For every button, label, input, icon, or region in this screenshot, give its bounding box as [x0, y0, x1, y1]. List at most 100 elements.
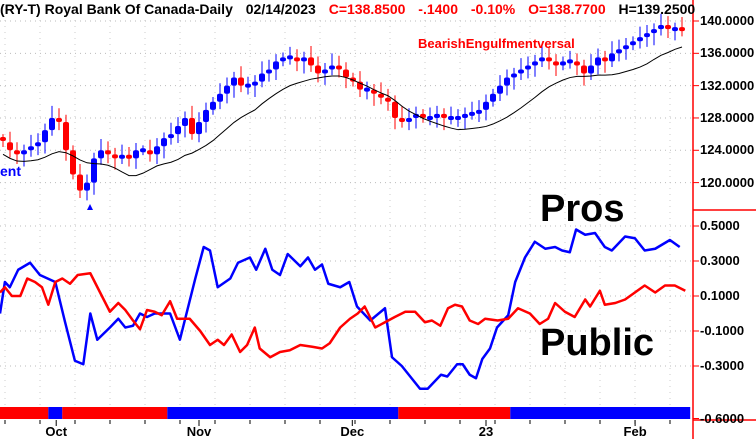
- candle-body: [84, 182, 90, 191]
- candle-body: [154, 146, 160, 155]
- change-value: -.1400: [418, 1, 458, 17]
- candle-body: [56, 117, 62, 122]
- candle-body: [406, 117, 412, 122]
- x-tick-label: Oct: [45, 424, 68, 439]
- candle-body: [525, 65, 531, 70]
- public-line: [0, 272, 686, 359]
- candle-body: [385, 97, 391, 102]
- candle-body: [189, 117, 195, 135]
- candle-body: [196, 122, 202, 135]
- candle-body: [287, 55, 293, 60]
- candle-body: [315, 65, 321, 74]
- candle-body: [462, 113, 468, 118]
- candle-body: [245, 83, 251, 88]
- candle-body: [441, 113, 447, 118]
- candle-body: [119, 154, 125, 159]
- price-tick-label: 128.0000: [700, 109, 755, 125]
- signal-band-segment: [398, 407, 511, 419]
- candle-body: [252, 81, 258, 86]
- price-tick-label: 132.0000: [700, 77, 755, 93]
- price-tick-label: 124.0000: [700, 142, 755, 158]
- candle-body: [420, 113, 426, 118]
- signal-band-segment: [0, 407, 49, 419]
- candle-body: [175, 126, 181, 135]
- indicator-tick-label: 0.3000: [700, 253, 740, 268]
- candle-body: [308, 57, 314, 66]
- candle-body: [378, 93, 384, 98]
- candle-body: [644, 33, 650, 38]
- candle-body: [280, 57, 286, 62]
- candle-body: [434, 113, 440, 118]
- candle-body: [595, 57, 601, 66]
- candle-body: [392, 101, 398, 118]
- signal-band-segment: [510, 407, 691, 419]
- candle-body: [609, 53, 615, 62]
- candle-body: [203, 109, 209, 122]
- indicator-tick-label: 0.1000: [700, 288, 740, 303]
- candle-body: [105, 150, 111, 155]
- indicator-tick-label: -0.6000: [700, 410, 745, 426]
- candle-body: [574, 61, 580, 66]
- candle-body: [161, 138, 167, 147]
- price-tick-label: 140.0000: [700, 13, 755, 28]
- candle-body: [224, 85, 230, 94]
- candle-body: [70, 150, 76, 175]
- candle-body: [588, 65, 594, 74]
- candle-body: [567, 59, 573, 64]
- candle-body: [581, 65, 587, 74]
- candle-body: [364, 87, 370, 92]
- candle-body: [490, 93, 496, 102]
- candle-body: [343, 69, 349, 78]
- candle-body: [91, 158, 97, 183]
- signal-band-segment: [167, 407, 399, 419]
- candle-body: [259, 73, 265, 82]
- quote-date: 02/14/2023: [245, 1, 316, 17]
- signal-band-segment: [62, 407, 168, 419]
- candle-body: [140, 148, 146, 153]
- candle-body: [28, 146, 34, 151]
- candle-body: [7, 142, 13, 151]
- candle-body: [322, 69, 328, 74]
- candle-body: [399, 117, 405, 122]
- signal-band-segment: [48, 407, 63, 419]
- price-tick-label: 136.0000: [700, 45, 755, 61]
- candle-body: [630, 41, 636, 46]
- candle-body: [511, 73, 517, 78]
- candle-body: [413, 113, 419, 118]
- candle-body: [147, 150, 153, 155]
- candle-body: [616, 49, 622, 54]
- moving-average-line: [2, 46, 683, 177]
- annotation-fragment: ent: [0, 163, 21, 179]
- candle-body: [294, 57, 300, 62]
- candle-body: [77, 174, 83, 191]
- indicator-tick-label: -0.1000: [700, 323, 745, 338]
- candle-body: [301, 57, 307, 62]
- candle-body: [98, 150, 104, 159]
- candle-body: [126, 154, 132, 159]
- change-percent: -0.10%: [470, 1, 516, 17]
- candle-body: [336, 65, 342, 70]
- x-tick-label: Feb: [623, 424, 647, 439]
- candle-body: [504, 77, 510, 86]
- candle-body: [112, 154, 118, 159]
- indicator-tick-label: 0.5000: [700, 218, 740, 233]
- candle-body: [210, 101, 216, 110]
- chart-header: (RY-T) Royal Bank Of Canada-Daily 02/14/…: [0, 1, 704, 17]
- candle-body: [182, 117, 188, 127]
- candle-body: [427, 115, 433, 120]
- close-value: C=138.8500: [328, 1, 406, 17]
- signal-triangle-marker: [87, 204, 93, 210]
- candle-body: [14, 150, 20, 155]
- candle-body: [266, 69, 272, 74]
- candle-body: [63, 122, 69, 151]
- candle-body: [49, 117, 55, 131]
- candle-body: [231, 77, 237, 86]
- candle-body: [0, 136, 6, 141]
- candle-body: [602, 57, 608, 62]
- candle-body: [469, 111, 475, 116]
- x-tick-label: 23: [478, 424, 494, 439]
- candle-body: [476, 109, 482, 114]
- candle-body: [553, 61, 559, 66]
- pros-line: [0, 228, 681, 390]
